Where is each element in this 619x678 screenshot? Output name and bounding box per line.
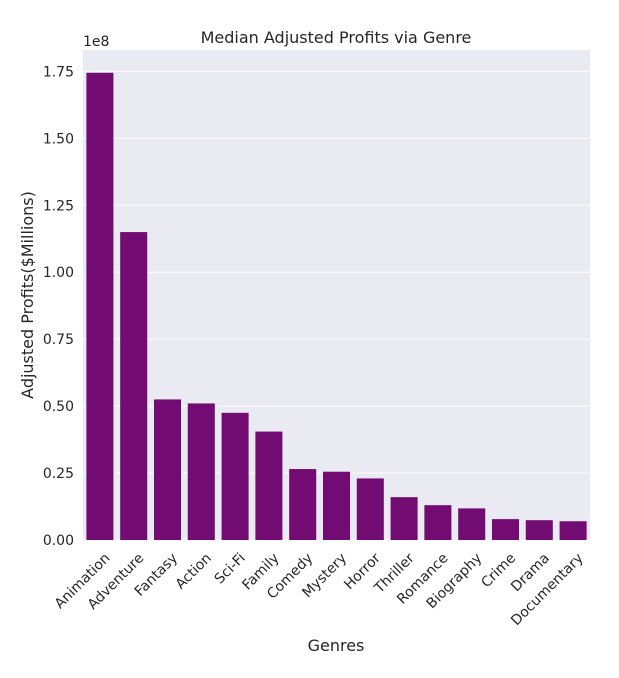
x-tick-labels: AnimationAdventureFantasyActionSci-FiFam… xyxy=(52,550,587,629)
bar-comedy xyxy=(289,469,317,540)
bar-biography xyxy=(458,508,486,540)
y-axis-title: Adjusted Profits($Millions) xyxy=(18,191,37,399)
y-tick-label: 1.50 xyxy=(43,131,74,147)
x-tick-label: Action xyxy=(173,550,215,592)
chart-title: Median Adjusted Profits via Genre xyxy=(201,28,472,47)
y-tick-labels: 0.00 0.25 0.50 0.75 1.00 1.25 1.50 1.75 xyxy=(43,64,74,549)
bar-thriller xyxy=(390,497,418,540)
y-tick-label: 0.50 xyxy=(43,399,74,415)
y-tick-label: 1.25 xyxy=(43,198,74,214)
bar-action xyxy=(187,403,215,540)
bar-sci-fi xyxy=(221,412,249,540)
x-axis-title: Genres xyxy=(308,636,365,655)
bar-fantasy xyxy=(153,399,182,540)
y-tick-label: 1.00 xyxy=(43,265,74,281)
bars xyxy=(86,72,587,541)
bar-horror xyxy=(356,478,384,540)
bar-mystery xyxy=(322,471,351,540)
bar-family xyxy=(255,431,283,540)
bar-romance xyxy=(424,505,452,540)
y-tick-label: 0.00 xyxy=(43,533,74,549)
bar-animation xyxy=(86,72,114,541)
offset-label: 1e8 xyxy=(83,34,109,50)
bar-documentary xyxy=(559,521,587,540)
y-tick-label: 0.75 xyxy=(43,332,74,348)
bar-drama xyxy=(525,520,553,540)
bar-adventure xyxy=(120,232,148,540)
y-tick-label: 1.75 xyxy=(43,64,74,80)
y-tick-label: 0.25 xyxy=(43,466,74,482)
bar-crime xyxy=(491,519,520,540)
